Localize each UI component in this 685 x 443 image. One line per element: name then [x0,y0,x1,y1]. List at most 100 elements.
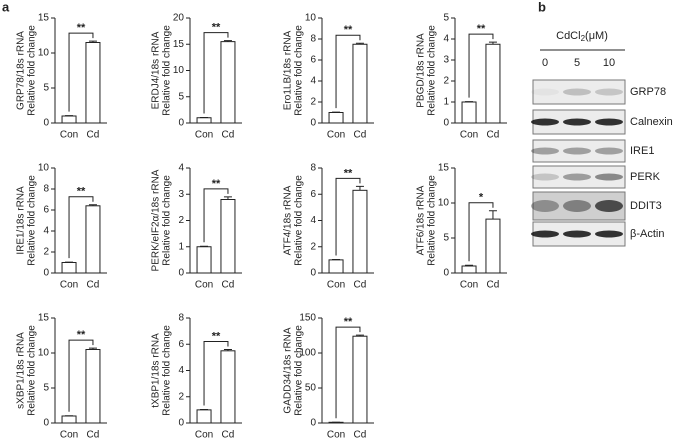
x-tick-label: Con [195,430,213,441]
significance: ** [77,329,86,341]
significance: ** [344,316,353,328]
significance: ** [344,24,353,36]
significance-bracket [468,202,494,262]
band [595,200,623,212]
y-tick-label: 4 [178,365,184,376]
x-tick-label: Cd [354,430,367,441]
bar [485,218,501,274]
x-tick-label: Cd [222,130,235,141]
band [563,118,591,126]
y-tick-label: 0 [43,268,49,279]
bar [352,335,368,424]
x-tick-label: Cd [354,280,367,291]
x-tick-label: Cd [222,430,235,441]
y-tick-label: 5 [443,233,449,244]
lane-label: 0 [542,57,548,69]
y-tick-label: 2 [178,391,184,402]
y-label: Ero1LB/18s rRNA [283,30,294,110]
y-tick-label: 15 [438,163,450,174]
x-tick-label: Con [460,280,478,291]
y-label: sXBP1/18s rRNA [16,332,27,409]
band [531,118,559,126]
y-label: Relative fold change [294,325,305,416]
y-tick-label: 20 [173,13,185,24]
treatment-label: CdCl2(μM) [556,30,608,43]
unit: (μM) [585,30,608,42]
band [531,89,559,96]
y-tick-label: 8 [310,34,316,45]
y-label: Relative fold change [427,175,438,266]
bar [196,246,212,274]
band [531,230,559,238]
error-bar [355,42,364,45]
error-bar [223,196,232,200]
y-tick-label: 4 [178,163,184,174]
y-tick-label: 0 [310,268,316,279]
significance: ** [212,330,221,342]
x-tick-label: Con [60,280,78,291]
x-tick-label: Cd [222,280,235,291]
y-tick-label: 150 [299,313,316,324]
y-label: Relative fold change [27,175,38,266]
bar [61,415,77,424]
bar [461,265,477,274]
y-tick-label: 2 [310,97,316,108]
bar [328,112,344,124]
error-bar [223,40,232,42]
row-label: GRP78 [630,86,666,98]
y-label: Relative fold change [27,325,38,416]
error-bar [88,204,97,206]
significance-bracket [335,326,361,419]
bar [352,43,368,124]
error-bar [488,41,497,45]
significance-bracket [203,341,229,406]
y-tick-label: 15 [173,39,185,50]
y-tick-label: 0 [178,268,184,279]
band [595,147,623,155]
significance: ** [212,21,221,33]
y-tick-label: 50 [305,383,317,394]
error-bar [223,349,232,351]
x-tick-label: Con [195,130,213,141]
x-tick-label: Con [327,130,345,141]
significance: ** [77,22,86,34]
y-tick-label: 10 [38,48,50,59]
y-tick-label: 10 [438,198,450,209]
y-label: Relative fold change [427,25,438,116]
band [531,147,559,155]
error-bar [488,210,497,220]
x-tick-label: Cd [87,130,100,141]
treatment: CdCl [556,30,580,42]
y-tick-label: 0 [443,118,449,129]
significance-bracket [335,34,361,109]
x-tick-label: Con [327,430,345,441]
y-label: ATF6/18s rRNA [416,185,427,255]
row-label: DDIT3 [630,200,662,212]
y-tick-label: 2 [443,76,449,87]
y-tick-label: 15 [38,313,50,324]
y-label: PERK/eIF2α/18s rRNA [151,169,162,271]
y-tick-label: 8 [310,163,316,174]
y-tick-label: 6 [310,55,316,66]
band [595,118,623,126]
y-tick-label: 3 [178,189,184,200]
y-tick-label: 0 [178,118,184,129]
y-tick-label: 5 [178,91,184,102]
y-tick-label: 4 [43,226,49,237]
y-tick-label: 10 [173,65,185,76]
y-tick-label: 4 [310,215,316,226]
y-tick-label: 1 [178,241,184,252]
band [563,200,591,212]
y-tick-label: 1 [443,97,449,108]
y-label: Relative fold change [27,25,38,116]
error-bar [355,334,364,337]
bar [220,350,236,424]
band [531,200,559,212]
bar [61,262,77,274]
significance-bracket [203,188,229,243]
bar [485,43,501,124]
panel-label: a [2,0,10,14]
y-label: PBGD/18s rRNA [416,33,427,108]
band [563,230,591,238]
